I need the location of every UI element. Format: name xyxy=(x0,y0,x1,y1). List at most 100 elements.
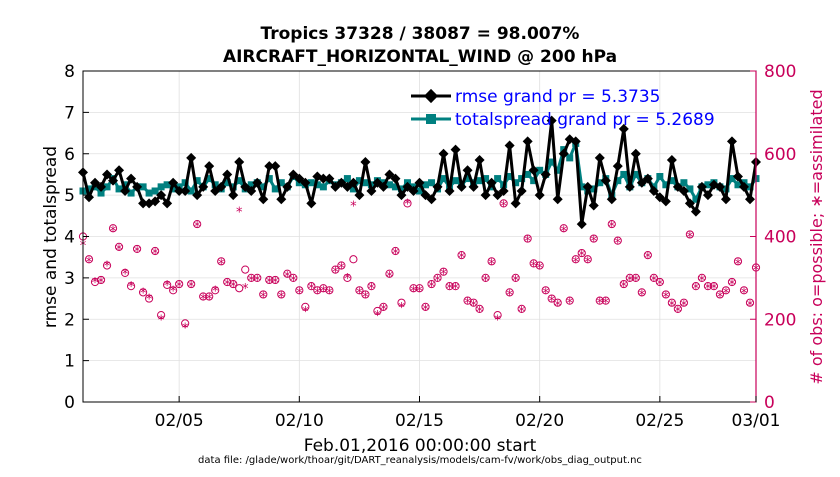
obs-possible-point xyxy=(667,298,676,307)
rmse-point xyxy=(642,173,653,184)
legend-spread-label: totalspread grand pr = 5.2689 xyxy=(455,110,715,130)
obs-assimilated-point: * xyxy=(146,293,153,308)
rmse-point xyxy=(120,185,131,196)
rmse-point xyxy=(726,136,737,147)
obs-possible-point xyxy=(253,273,262,282)
obs-possible-point xyxy=(439,267,448,276)
rmse-point xyxy=(228,190,239,201)
rmse-point xyxy=(324,173,335,184)
obs-assimilated-point: * xyxy=(386,270,393,285)
obs-possible-point xyxy=(367,282,376,291)
rmse-point xyxy=(408,185,419,196)
rmse-point xyxy=(366,185,377,196)
totalspread-point xyxy=(307,179,315,187)
obs-assimilated-point: * xyxy=(735,257,742,272)
obs-assimilated-point: * xyxy=(260,290,267,305)
rmse-point xyxy=(588,200,599,211)
obs-assimilated-point: * xyxy=(392,247,399,262)
obs-possible-point xyxy=(541,286,550,295)
rmse-point xyxy=(96,181,107,192)
obs-possible-point xyxy=(583,255,592,264)
obs-assimilated-point: * xyxy=(302,305,309,320)
obs-possible-point xyxy=(108,224,118,233)
obs-possible-point xyxy=(547,294,556,303)
totalspread-point xyxy=(596,179,604,187)
rmse-point xyxy=(114,165,125,176)
obs-possible-point xyxy=(307,282,316,291)
legend-spread-marker xyxy=(426,114,436,124)
y2-tick-label: 600 xyxy=(764,145,796,165)
obs-possible-point xyxy=(589,234,598,243)
obs-possible-point xyxy=(187,279,196,289)
rmse-point xyxy=(330,181,341,192)
obs-possible-point xyxy=(493,311,502,320)
totalspread-point xyxy=(506,173,514,181)
obs-possible-point xyxy=(715,290,725,299)
rmse-point xyxy=(258,194,269,205)
totalspread-point xyxy=(391,183,399,191)
totalspread-point xyxy=(97,189,105,197)
obs-possible-point xyxy=(523,234,532,243)
obs-assimilated-point: * xyxy=(651,274,658,289)
obs-possible-point xyxy=(619,279,628,289)
obs-assimilated-point: * xyxy=(134,245,141,260)
rmse-point xyxy=(288,169,299,180)
totalspread-point xyxy=(319,183,327,191)
obs-assimilated-point: * xyxy=(278,290,285,305)
obs-assimilated-point: * xyxy=(182,322,189,337)
rmse-point xyxy=(678,185,689,196)
obs-assimilated-point: * xyxy=(116,243,123,258)
totalspread-point xyxy=(343,175,351,183)
legend-rmse-marker xyxy=(423,88,439,104)
totalspread-point xyxy=(476,177,484,185)
legend: rmse grand pr = 5.3735 totalspread grand… xyxy=(411,87,715,130)
totalspread-point xyxy=(620,170,628,178)
rmse-point xyxy=(546,115,557,126)
rmse-point xyxy=(654,192,665,203)
totalspread-point xyxy=(554,166,562,174)
totalspread-point xyxy=(223,179,231,187)
rmse-point xyxy=(462,165,473,176)
obs-assimilated-point: * xyxy=(92,276,99,291)
obs-assimilated-point: * xyxy=(488,257,495,272)
obs-assimilated-point: * xyxy=(320,284,327,299)
chart-title: Tropics 37328 / 38087 = 98.007% xyxy=(261,24,580,44)
obs-assimilated-point: * xyxy=(314,286,321,301)
obs-possible-point xyxy=(102,261,112,270)
obs-possible-point xyxy=(193,219,202,229)
obs-possible-point xyxy=(325,286,334,295)
rmse-point xyxy=(516,185,527,196)
rmse-point xyxy=(108,175,119,186)
obs-possible-point xyxy=(181,319,190,328)
obs-possible-point xyxy=(90,277,100,287)
obs-assimilated-point: * xyxy=(458,251,465,266)
y2-tick-label: 800 xyxy=(764,62,796,82)
obs-assimilated-point: * xyxy=(140,286,147,301)
obs-assimilated-point: * xyxy=(717,290,724,305)
obs-assimilated-point: * xyxy=(242,282,249,297)
rmse-point xyxy=(744,194,755,205)
y-tick-label: 1 xyxy=(64,352,75,372)
obs-possible-point xyxy=(259,290,268,299)
rmse-point xyxy=(600,175,611,186)
obs-possible-point xyxy=(120,268,130,278)
obs-possible-point xyxy=(265,275,274,285)
rmse-point xyxy=(282,181,293,192)
obs-assimilated-point: * xyxy=(518,305,525,320)
obs-assimilated-point: * xyxy=(158,313,165,328)
rmse-point xyxy=(252,177,263,188)
obs-assimilated-point: * xyxy=(188,280,195,295)
obs-possible-point xyxy=(295,286,304,295)
obs-assimilated-point: * xyxy=(572,255,579,270)
rmse-point xyxy=(264,161,275,172)
y-tick-label: 2 xyxy=(64,310,75,330)
obs-count-series: *** ******** **** * ***** **** **** *** *** **** *… xyxy=(78,197,761,337)
obs-assimilated-point: * xyxy=(633,274,640,289)
obs-possible-point xyxy=(114,242,124,251)
totalspread-point xyxy=(121,181,129,189)
rmse-point xyxy=(624,181,635,192)
obs-possible-point xyxy=(337,261,346,270)
obs-possible-point xyxy=(391,246,400,256)
rmse-point xyxy=(384,169,395,180)
obs-assimilated-point: * xyxy=(500,199,507,214)
